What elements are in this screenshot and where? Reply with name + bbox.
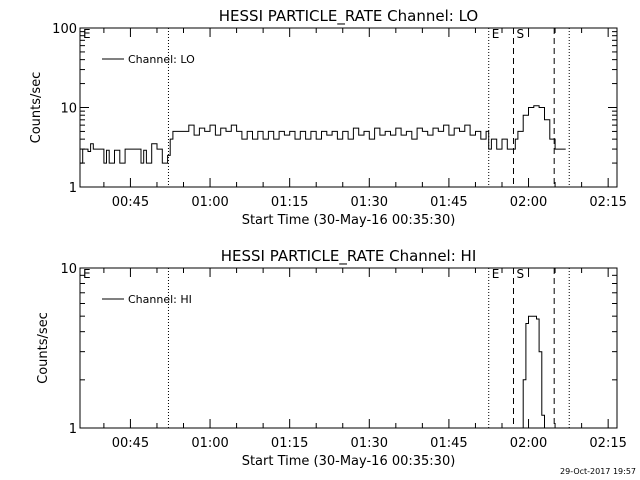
legend-label: Channel: HI [128, 293, 192, 306]
chart-title: HESSI PARTICLE_RATE Channel: HI [221, 247, 477, 266]
marker-label: E [83, 267, 91, 281]
x-tick-label: 01:30 [351, 436, 388, 451]
x-tick-label: 02:15 [589, 436, 626, 451]
x-tick-label: 02:15 [589, 195, 626, 210]
x-tick-label: 02:00 [510, 195, 547, 210]
y-axis-label: Counts/sec [29, 72, 44, 144]
y-tick-label: 10 [60, 262, 77, 277]
marker-label: S [516, 267, 524, 281]
x-axis-label: Start Time (30-May-16 00:35:30) [242, 213, 456, 228]
marker-label: E [492, 267, 500, 281]
x-tick-label: 01:15 [271, 436, 308, 451]
x-tick-label: 01:45 [430, 195, 467, 210]
x-tick-label: 00:45 [112, 436, 149, 451]
marker-label: E [492, 27, 500, 41]
plot-frame [79, 267, 618, 429]
y-tick-label: 1 [69, 181, 77, 196]
chart-title: HESSI PARTICLE_RATE Channel: LO [219, 7, 478, 26]
lo-channel-panel: HESSI PARTICLE_RATE Channel: LO Start Tim… [29, 7, 627, 228]
plot-frame [79, 27, 618, 188]
y-tick-label: 10 [60, 102, 77, 117]
x-tick-label: 01:30 [351, 195, 388, 210]
x-tick-label: 01:45 [430, 436, 467, 451]
generation-timestamp: 29-Oct-2017 19:57 [560, 467, 636, 476]
x-axis-label: Start Time (30-May-16 00:35:30) [242, 454, 456, 469]
x-tick-label: 01:15 [271, 195, 308, 210]
hi-channel-panel: HESSI PARTICLE_RATE Channel: HI Start Tim… [36, 247, 627, 469]
marker-label: E [83, 27, 91, 41]
y-axis-label: Counts/sec [36, 312, 51, 384]
marker-label: S [516, 27, 524, 41]
x-tick-label: 02:00 [510, 436, 547, 451]
series-line [520, 315, 545, 429]
y-tick-label: 100 [52, 22, 77, 37]
x-tick-label: 01:00 [191, 436, 228, 451]
legend-label: Channel: LO [128, 53, 195, 66]
x-tick-label: 01:00 [191, 195, 228, 210]
x-tick-label: 00:45 [112, 195, 149, 210]
y-tick-label: 1 [69, 422, 77, 437]
series-line [80, 105, 566, 164]
